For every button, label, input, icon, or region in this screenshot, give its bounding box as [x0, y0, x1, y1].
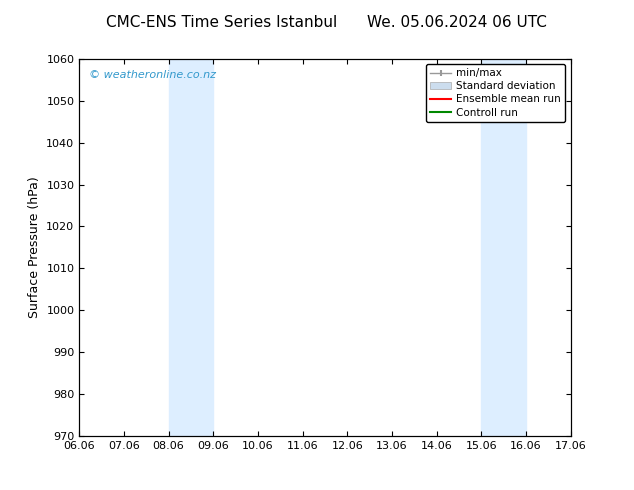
Legend: min/max, Standard deviation, Ensemble mean run, Controll run: min/max, Standard deviation, Ensemble me… [426, 64, 566, 122]
Text: CMC-ENS Time Series Istanbul: CMC-ENS Time Series Istanbul [107, 15, 337, 30]
Text: We. 05.06.2024 06 UTC: We. 05.06.2024 06 UTC [366, 15, 547, 30]
Y-axis label: Surface Pressure (hPa): Surface Pressure (hPa) [28, 176, 41, 318]
Bar [169, 59, 213, 436]
Text: © weatheronline.co.nz: © weatheronline.co.nz [89, 70, 216, 80]
Bar [481, 59, 526, 436]
